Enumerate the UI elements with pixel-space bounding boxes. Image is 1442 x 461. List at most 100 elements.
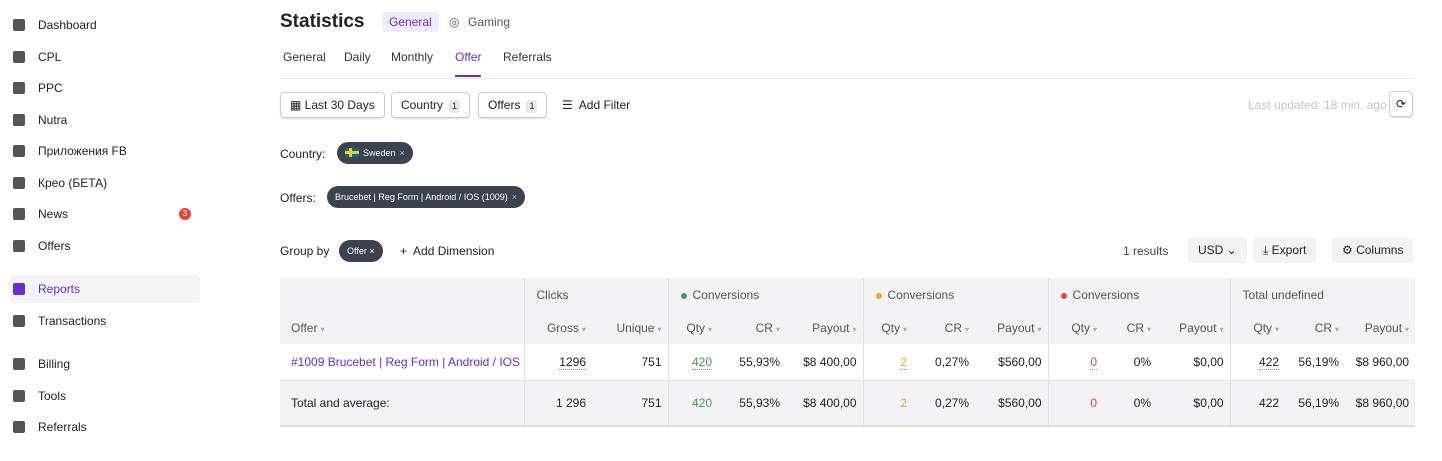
currency[interactable]: USD ⌄ bbox=[1188, 237, 1247, 263]
tab[interactable]: Referrals bbox=[503, 50, 552, 64]
label: Add Filter bbox=[578, 98, 631, 112]
group-label: Conversions bbox=[692, 287, 760, 302]
nav-icon bbox=[13, 390, 25, 402]
table-row: #1009 Brucebet | Reg Form | Android / IO… bbox=[280, 344, 1416, 380]
cell-text: 2 bbox=[900, 354, 908, 370]
nav-item[interactable]: Referrals bbox=[10, 413, 200, 441]
cell: 751 bbox=[592, 380, 668, 426]
column-header[interactable]: Payout ▾ bbox=[1345, 311, 1415, 344]
column-header[interactable]: Payout ▾ bbox=[1157, 311, 1230, 344]
nav-icon bbox=[13, 240, 25, 252]
nav-item[interactable]: Креo (БЕТА) bbox=[10, 169, 200, 197]
sort: ▾ bbox=[1405, 324, 1410, 334]
add-dimension[interactable]: + Add Dimension bbox=[400, 244, 495, 258]
nav-item[interactable]: Dashboard bbox=[10, 11, 200, 39]
cell: $0,00 bbox=[1157, 344, 1230, 380]
column-label: Payout bbox=[1179, 320, 1217, 335]
nav-label: Billing bbox=[38, 357, 71, 371]
header-cell bbox=[280, 278, 524, 311]
cell-text: $0,00 bbox=[1193, 354, 1224, 369]
tab[interactable]: Monthly bbox=[391, 50, 434, 64]
cell-text: $0,00 bbox=[1193, 395, 1224, 410]
stats-table: Clicks Conversions Conversions Conversions T… bbox=[280, 278, 1416, 427]
cell: 55,93% bbox=[718, 380, 786, 426]
cell: $0,00 bbox=[1157, 380, 1230, 426]
nav-icon bbox=[13, 82, 25, 94]
mode[interactable]: Gaming bbox=[468, 15, 511, 29]
cell: 751 bbox=[592, 344, 668, 380]
column-header[interactable]: Unique ▾ bbox=[592, 311, 668, 344]
tab[interactable]: General bbox=[283, 50, 326, 64]
column-header[interactable]: Payout ▾ bbox=[786, 311, 863, 344]
nav-item[interactable]: Приложения FB bbox=[10, 137, 200, 165]
cell-text: 0% bbox=[1133, 354, 1152, 369]
nav-label: News bbox=[38, 207, 69, 221]
tab[interactable]: Daily bbox=[344, 50, 371, 64]
sort: ▾ bbox=[1037, 324, 1042, 334]
nav-item[interactable]: Tools bbox=[10, 382, 200, 410]
nav-item[interactable]: News 3 bbox=[10, 200, 200, 228]
cell: 1296 bbox=[523, 344, 592, 380]
filter-chip[interactable]: Sweden × bbox=[337, 142, 413, 164]
sort: ▾ bbox=[1335, 324, 1340, 334]
mode[interactable]: General bbox=[382, 12, 439, 32]
column-label: CR bbox=[755, 320, 773, 335]
cell: 0,27% bbox=[913, 380, 975, 426]
column-label: CR bbox=[1126, 320, 1145, 335]
chip-label: Brucebet | Reg Form | Android / IOS (100… bbox=[335, 192, 508, 202]
nav-item[interactable]: Nutra bbox=[10, 106, 200, 134]
column-header[interactable]: Offer ▾ bbox=[280, 311, 524, 344]
label: Offers bbox=[488, 98, 521, 112]
count: 1 bbox=[526, 100, 538, 113]
nav-label: Referrals bbox=[38, 420, 87, 434]
sort: ▾ bbox=[707, 324, 712, 334]
label: Country bbox=[401, 98, 444, 112]
tab[interactable]: Offer bbox=[455, 50, 482, 77]
column-header[interactable]: Qty ▾ bbox=[1229, 311, 1286, 344]
filter-button[interactable]: Offers 1 bbox=[478, 92, 548, 118]
results: 1 results bbox=[1123, 244, 1169, 258]
cell-text: $8 960,00 bbox=[1355, 354, 1410, 369]
column-header[interactable]: Qty ▾ bbox=[862, 311, 914, 344]
cell-text: $8 960,00 bbox=[1355, 395, 1410, 410]
nav-item[interactable]: CPL bbox=[10, 43, 200, 71]
group-chip[interactable]: Offer × bbox=[339, 240, 383, 262]
refresh-button[interactable]: ⟳ bbox=[1389, 91, 1414, 117]
nav-item[interactable]: Reports bbox=[10, 275, 200, 303]
nav-icon bbox=[13, 114, 25, 126]
cell: 0 bbox=[1047, 380, 1104, 426]
period-button[interactable]: ▦ Last 30 Days bbox=[280, 92, 385, 118]
column-header[interactable]: CR ▾ bbox=[718, 311, 786, 344]
column-header[interactable]: Qty ▾ bbox=[667, 311, 718, 344]
nav-label: PPC bbox=[38, 81, 63, 95]
nav-item[interactable]: Transactions bbox=[10, 307, 200, 335]
cell: 0% bbox=[1103, 380, 1157, 426]
filter-button[interactable]: Country 1 bbox=[391, 92, 471, 118]
column-header-row: Offer ▾ Gross ▾ Unique ▾ Qty ▾ CR ▾ Payout ▾ Qty ▾ CR ▾… bbox=[280, 311, 1416, 344]
cell: 55,93% bbox=[718, 344, 786, 380]
label: Offer bbox=[347, 246, 367, 256]
column-header[interactable]: CR ▾ bbox=[913, 311, 975, 344]
cell: 420 bbox=[667, 380, 718, 426]
cell-text: 420 bbox=[691, 395, 712, 410]
nav-item[interactable]: Offers bbox=[10, 232, 200, 260]
filter-chip[interactable]: Brucebet | Reg Form | Android / IOS (100… bbox=[327, 186, 526, 208]
column-header[interactable]: Qty ▾ bbox=[1047, 311, 1104, 344]
mode-icon: ◎ bbox=[449, 15, 460, 29]
sort: ▾ bbox=[581, 324, 586, 334]
nav-item[interactable]: Billing bbox=[10, 350, 200, 378]
cell: $8 400,00 bbox=[786, 380, 863, 426]
column-header[interactable]: CR ▾ bbox=[1103, 311, 1157, 344]
sort: ▾ bbox=[903, 324, 908, 334]
column-label: Offer bbox=[291, 320, 318, 335]
column-header[interactable]: Payout ▾ bbox=[975, 311, 1048, 344]
columns[interactable]: ⚙ Columns bbox=[1332, 237, 1414, 263]
nav-item[interactable]: PPC bbox=[10, 74, 200, 102]
column-header[interactable]: CR ▾ bbox=[1285, 311, 1345, 344]
cell[interactable]: #1009 Brucebet | Reg Form | Android / IO… bbox=[280, 344, 524, 380]
group-label: Group by bbox=[280, 244, 330, 258]
add-filter[interactable]: ☰ Add Filter bbox=[562, 98, 631, 112]
nav-label: Transactions bbox=[38, 314, 107, 328]
column-header[interactable]: Gross ▾ bbox=[523, 311, 592, 344]
export[interactable]: ⤓ Export bbox=[1253, 237, 1317, 263]
